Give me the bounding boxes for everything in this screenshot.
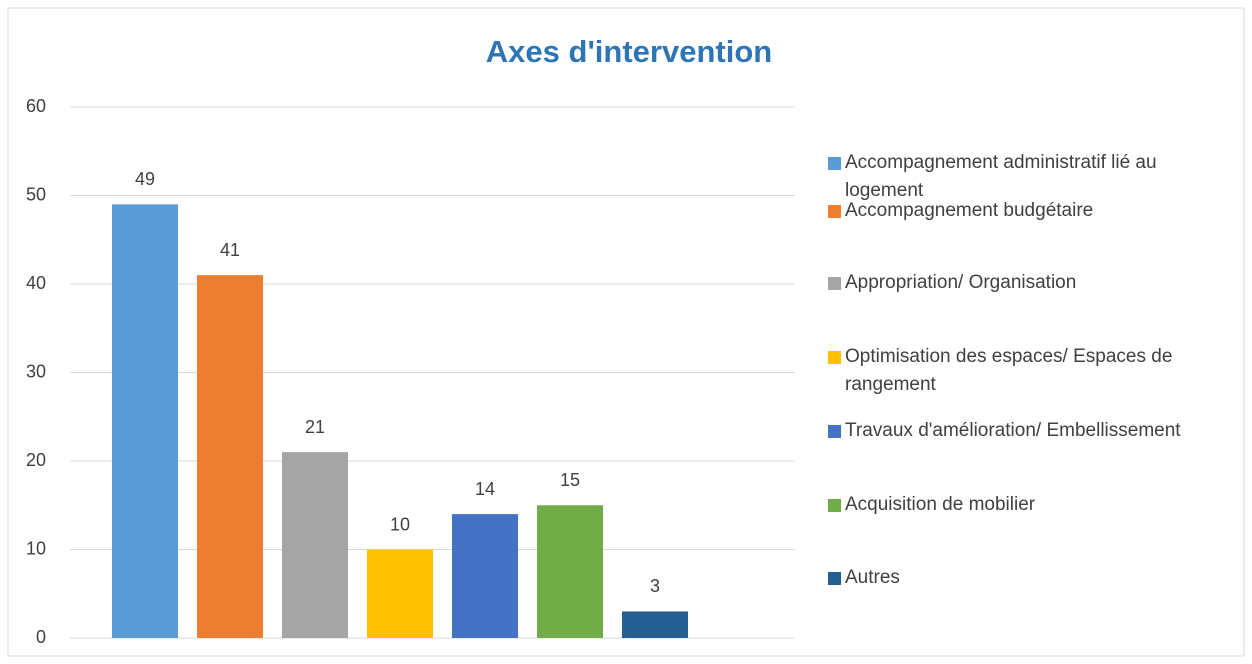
legend-item: Accompagnement budgétaire (828, 197, 1200, 225)
y-tick-label: 20 (26, 450, 46, 470)
bar (537, 505, 603, 638)
legend-label: Acquisition de mobilier (845, 494, 1036, 515)
bar (367, 549, 433, 638)
bar (452, 514, 518, 638)
bar (197, 275, 263, 638)
legend-swatch (828, 425, 841, 438)
chart-border (7, 7, 1245, 657)
bar (282, 452, 348, 638)
data-label: 21 (305, 417, 325, 437)
y-tick-label: 10 (26, 538, 46, 558)
legend-label: Autres (845, 567, 900, 588)
y-tick-label: 40 (26, 273, 46, 293)
legend-swatch (828, 157, 841, 170)
data-label: 14 (475, 479, 495, 499)
data-label: 15 (560, 470, 580, 490)
legend-label: Optimisation des espaces/ Espaces de ran… (845, 346, 1173, 395)
legend-swatch (828, 499, 841, 512)
legend-label: Accompagnement budgétaire (845, 200, 1094, 221)
y-tick-label: 0 (36, 627, 46, 647)
data-label: 10 (390, 514, 410, 534)
bar (112, 204, 178, 638)
legend-swatch (828, 351, 841, 364)
legend-swatch (828, 572, 841, 585)
legend-item: Optimisation des espaces/ Espaces de ran… (828, 343, 1200, 399)
legend-item: Appropriation/ Organisation (828, 269, 1200, 297)
legend-label: Travaux d'amélioration/ Embellissement (845, 420, 1181, 441)
legend-swatch (828, 277, 841, 290)
chart-title: Axes d'intervention (486, 34, 772, 69)
data-label: 3 (650, 576, 660, 596)
legend-label: Appropriation/ Organisation (845, 272, 1077, 293)
legend-item: Autres (828, 564, 1200, 592)
bar (622, 611, 688, 638)
legend-item: Travaux d'amélioration/ Embellissement (828, 417, 1200, 445)
legend-label: Accompagnement administratif lié au loge… (845, 152, 1157, 201)
legend-swatch (828, 205, 841, 218)
data-label: 49 (135, 169, 155, 189)
y-tick-label: 60 (26, 96, 46, 116)
y-tick-label: 50 (26, 184, 46, 204)
legend-item: Accompagnement administratif lié au loge… (828, 149, 1200, 205)
legend-item: Acquisition de mobilier (828, 491, 1200, 519)
data-label: 41 (220, 240, 240, 260)
y-tick-label: 30 (26, 361, 46, 381)
